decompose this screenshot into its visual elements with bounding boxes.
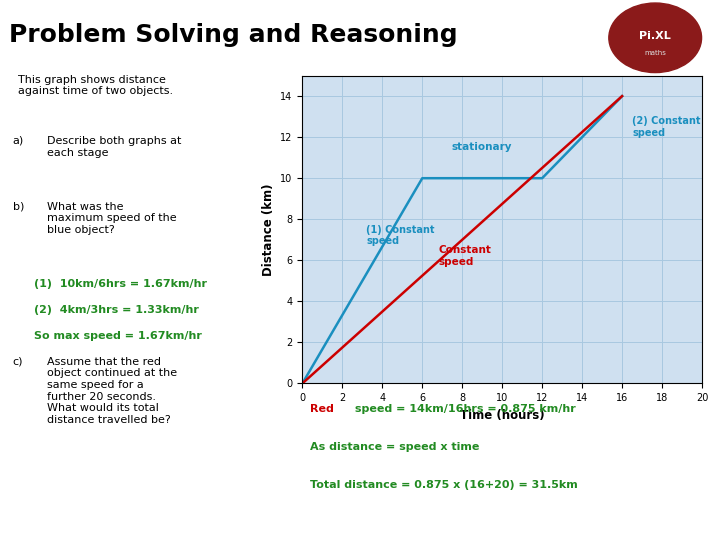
Text: Total distance = 0.875 x (16+20) = 31.5km: Total distance = 0.875 x (16+20) = 31.5k…	[310, 480, 578, 490]
Text: (1)  10km/6hrs = 1.67km/hr: (1) 10km/6hrs = 1.67km/hr	[34, 279, 207, 289]
Text: maths: maths	[644, 50, 666, 56]
Text: What was the
maximum speed of the
blue object?: What was the maximum speed of the blue o…	[48, 202, 177, 235]
Y-axis label: Distance (km): Distance (km)	[262, 183, 275, 276]
Text: speed = 14km/16hrs = 0.875 km/hr: speed = 14km/16hrs = 0.875 km/hr	[351, 404, 575, 414]
Text: b): b)	[12, 202, 24, 212]
Text: Red: Red	[310, 404, 334, 414]
Text: stationary: stationary	[452, 141, 513, 152]
Text: Assume that the red
object continued at the
same speed for a
further 20 seconds.: Assume that the red object continued at …	[48, 357, 177, 425]
Text: (2) Constant
speed: (2) Constant speed	[632, 116, 701, 138]
Text: Constant
speed: Constant speed	[438, 245, 491, 267]
Circle shape	[609, 3, 701, 72]
Text: (2)  4km/3hrs = 1.33km/hr: (2) 4km/3hrs = 1.33km/hr	[34, 305, 199, 315]
X-axis label: Time (hours): Time (hours)	[460, 409, 544, 422]
Text: a): a)	[12, 136, 24, 146]
Text: (1) Constant
speed: (1) Constant speed	[366, 225, 435, 246]
Text: Problem Solving and Reasoning: Problem Solving and Reasoning	[9, 23, 457, 47]
Text: Describe both graphs at
each stage: Describe both graphs at each stage	[48, 136, 181, 158]
Text: c): c)	[12, 357, 23, 367]
Text: So max speed = 1.67km/hr: So max speed = 1.67km/hr	[34, 331, 202, 341]
Text: As distance = speed x time: As distance = speed x time	[310, 442, 480, 452]
Text: This graph shows distance
against time of two objects.: This graph shows distance against time o…	[18, 75, 173, 97]
Text: Pi.XL: Pi.XL	[639, 31, 671, 41]
